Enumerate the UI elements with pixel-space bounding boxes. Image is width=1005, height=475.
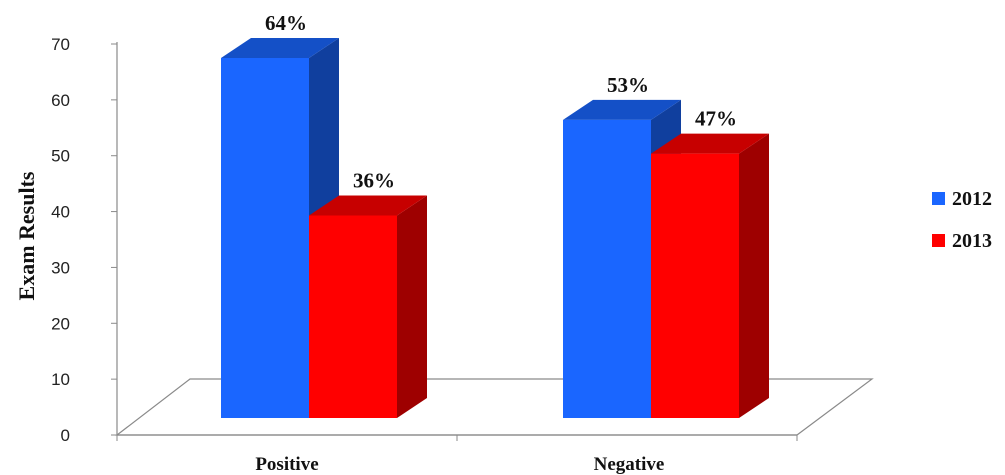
y-tick-label: 0: [61, 426, 70, 445]
y-tick-label: 40: [51, 203, 70, 222]
bar-side-face: [397, 195, 427, 418]
bar-top-face: [651, 133, 769, 154]
chart-bars: [221, 38, 769, 418]
chart-data-labels: 64% 36% 53% 47%: [265, 11, 737, 193]
bar-front-face: [221, 58, 309, 418]
legend-swatch: [932, 192, 945, 205]
bar-side-face: [739, 133, 769, 418]
bar-front-face: [563, 119, 651, 418]
data-label: 64%: [265, 11, 307, 35]
bar-2013-positive: [309, 195, 427, 418]
bar-front-face: [309, 215, 397, 418]
y-tick-label: 20: [51, 314, 70, 333]
y-tick-label: 10: [51, 370, 70, 389]
legend: 2012 2013: [932, 188, 992, 252]
y-tick-label: 60: [51, 91, 70, 110]
legend-swatch: [932, 234, 945, 247]
legend-entry-label: 2012: [952, 188, 992, 210]
y-tick-label: 30: [51, 258, 70, 277]
data-label: 36%: [353, 169, 395, 193]
bar-front-face: [651, 153, 739, 418]
bar-top-face: [309, 195, 427, 216]
chart-axes: 0 10 20 30 40 50 60 70 Positive Negative: [51, 35, 798, 475]
y-axis-title: Exam Results: [14, 171, 39, 300]
y-tick-label: 50: [51, 147, 70, 166]
y-tick-label: 70: [51, 35, 70, 54]
bar-top-face: [563, 99, 681, 120]
bar-2013-negative: [651, 133, 769, 418]
legend-entry-label: 2013: [952, 230, 992, 252]
x-category-label: Positive: [255, 454, 318, 475]
bar-top-face: [221, 38, 339, 58]
data-label: 47%: [695, 107, 737, 131]
data-label: 53%: [607, 73, 649, 97]
x-category-label: Negative: [594, 454, 665, 475]
